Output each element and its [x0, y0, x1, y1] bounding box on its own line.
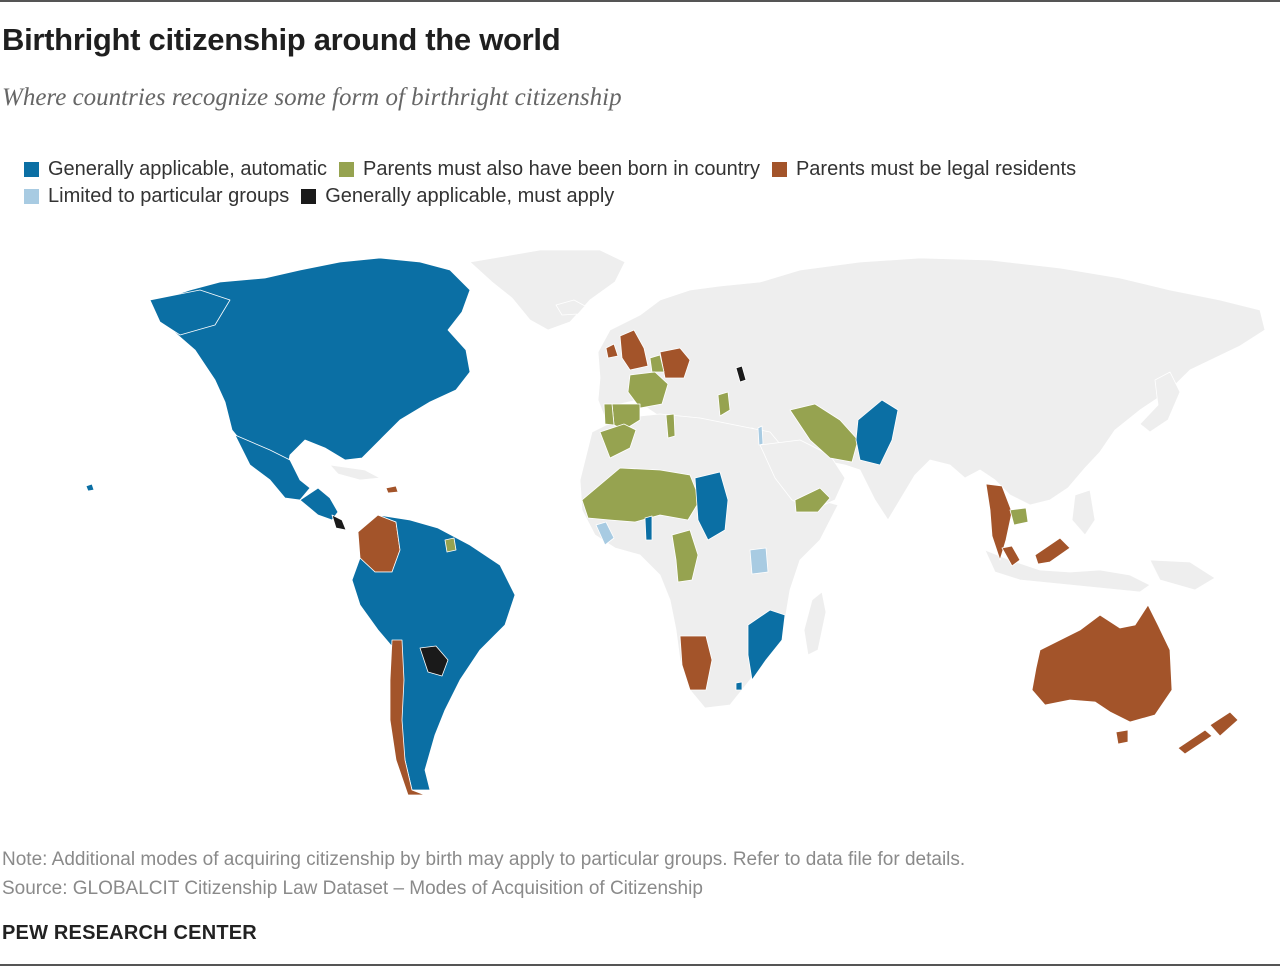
sierra-leone-liberia-region [595, 521, 615, 546]
japan-landmass [1139, 371, 1181, 433]
bottom-rule [0, 964, 1280, 966]
tanzania-mozambique-region [747, 609, 786, 681]
note-text: Note: Additional modes of acquiring citi… [2, 849, 966, 870]
west-africa-region [581, 467, 701, 523]
legend: Generally applicable, automatic Parents … [24, 156, 1088, 210]
publisher-brand: PEW RESEARCH CENTER [2, 922, 257, 944]
iran-region [789, 403, 859, 463]
yemen-region [794, 487, 831, 513]
philippines-landmass [1071, 489, 1096, 536]
legend-swatch-born-in-country [339, 162, 355, 177]
namibia-region [679, 635, 713, 691]
central-america-region [299, 487, 339, 521]
cambodia-region [1009, 507, 1029, 526]
greece-region [717, 391, 731, 417]
legend-label-legal-residents: Parents must be legal residents [795, 158, 1077, 180]
paraguay-region [419, 645, 449, 677]
caribbean-landmass [329, 464, 381, 481]
australia-region [1031, 604, 1173, 723]
legend-swatch-legal-residents [771, 162, 787, 177]
morocco-region [599, 423, 637, 459]
chart-subtitle: Where countries recognize some form of b… [2, 84, 622, 111]
tunisia-region [665, 413, 676, 439]
legend-row-2: Limited to particular groups Generally a… [24, 183, 1088, 210]
legend-item-legal-residents: Parents must be legal residents [771, 156, 1077, 183]
moldova-region [735, 365, 747, 383]
suriname-region [444, 537, 457, 553]
legend-swatch-particular-groups [24, 189, 39, 204]
legend-label-particular-groups: Limited to particular groups [48, 185, 290, 207]
papua-landmass [1149, 559, 1216, 591]
portugal-region [603, 403, 615, 426]
legend-row-1: Generally applicable, automatic Parents … [24, 156, 1088, 183]
iceland-landmass [555, 299, 586, 316]
costa-rica-region [331, 514, 347, 531]
pakistan-region [855, 399, 899, 466]
legend-label-automatic: Generally applicable, automatic [48, 158, 328, 180]
lesotho-region [735, 681, 743, 691]
egypt-sinai-region [757, 425, 764, 446]
germany-region [659, 347, 691, 379]
legend-item-particular-groups: Limited to particular groups [24, 183, 289, 210]
legend-swatch-automatic [24, 162, 39, 177]
benelux-region [649, 354, 665, 373]
france-region [627, 371, 669, 409]
indonesia-landmass [984, 549, 1151, 593]
mexico-region [234, 434, 311, 501]
uganda-kenya-region [749, 547, 769, 575]
chart-title: Birthright citizenship around the world [2, 22, 561, 57]
alaska-region [149, 289, 231, 336]
legend-item-must-apply: Generally applicable, must apply [301, 183, 614, 210]
dominican-republic-region [385, 485, 399, 494]
greenland-landmass [469, 249, 626, 331]
legend-swatch-must-apply [301, 189, 317, 204]
madagascar-landmass [803, 591, 827, 656]
united-kingdom-region [619, 329, 649, 371]
legend-label-must-apply: Generally applicable, must apply [325, 185, 615, 207]
chile-region [389, 639, 426, 796]
hawaii-region [85, 483, 95, 492]
legend-label-born-in-country: Parents must also have been born in coun… [363, 158, 760, 180]
legend-item-born-in-country: Parents must also have been born in coun… [339, 156, 760, 183]
ireland-region [605, 343, 619, 359]
congo-gabon-region [671, 529, 699, 583]
world-map [85, 249, 1266, 796]
source-text: Source: GLOBALCIT Citizenship Law Datase… [2, 878, 703, 899]
chad-region [694, 471, 729, 541]
legend-item-automatic: Generally applicable, automatic [24, 156, 327, 183]
footnotes: Note: Additional modes of acquiring citi… [2, 845, 965, 903]
benin-togo-region [644, 515, 653, 541]
malaysia-region [1001, 537, 1071, 567]
tasmania-region [1115, 729, 1129, 745]
north-america-region [154, 257, 471, 481]
new-zealand-region [1177, 711, 1239, 755]
top-rule [0, 0, 1280, 2]
